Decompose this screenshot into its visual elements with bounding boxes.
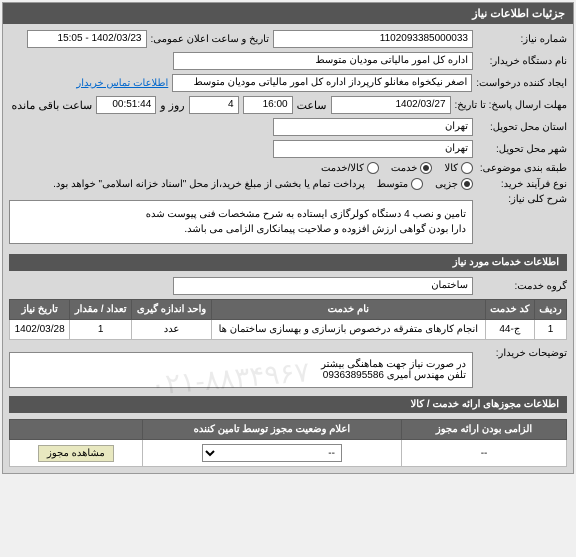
panel-title: جزئیات اطلاعات نیاز [3,3,573,24]
city-value: تهران [273,140,473,158]
row-process-type: نوع فرآیند خرید: جزیی متوسط پرداخت تمام ی… [9,178,567,190]
radio-item[interactable]: خدمت [391,162,433,174]
deadline-time: 16:00 [243,96,293,114]
row-province: استان محل تحویل: تهران [9,118,567,136]
table-header-cell: تاریخ نیاز [10,300,70,320]
table-header-cell: تعداد / مقدار [70,300,132,320]
row-summary: شرح کلی نیاز: تامین و نصب 4 دستگاه کولرگ… [9,194,567,250]
process-type-label: نوع فرآیند خرید: [477,179,567,190]
deadline-date: 1402/03/27 [331,96,451,114]
row-subject-type: طبقه بندی موضوعی: کالا خدمت کالا/خدمت [9,162,567,174]
radio-label: کالا/خدمت [321,163,364,174]
row-buyer-notes: توضیحات خریدار: در صورت نیاز جهت هماهنگی… [9,348,567,392]
province-label: استان محل تحویل: [477,122,567,133]
table-cell: 1 [534,320,566,340]
service-group-label: گروه خدمت: [477,281,567,292]
radio-icon[interactable] [411,178,423,190]
city-label: شهر محل تحویل: [477,144,567,155]
radio-label: کالا [444,163,458,174]
radio-item[interactable]: متوسط [377,178,423,190]
creator-value: اصغر نیکخواه مغانلو کارپرداز اداره کل ام… [172,74,472,92]
province-value: تهران [273,118,473,136]
table-header-cell: الزامی بودن ارائه مجوز [402,420,567,440]
creator-label: ایجاد کننده درخواست: [476,78,567,89]
buyer-label: نام دستگاه خریدار: [477,56,567,67]
permits-table: الزامی بودن ارائه مجوزاعلام وضعیت مجوز ت… [9,419,567,467]
need-no-value: 1102093385000033 [273,30,473,48]
table-header-cell: کد خدمت [485,300,534,320]
main-panel: جزئیات اطلاعات نیاز شماره نیاز: 11020933… [2,2,574,474]
subject-type-group: کالا خدمت کالا/خدمت [321,162,473,174]
days-label: روز و [160,99,184,112]
radio-label: خدمت [391,163,418,174]
radio-label: جزیی [435,179,458,190]
radio-icon[interactable] [367,162,379,174]
permit-action-cell: مشاهده مجوز [10,440,143,467]
remaining-label: ساعت باقی مانده [12,99,93,112]
table-header-cell [10,420,143,440]
services-table: ردیفکد خدمتنام خدمتواحد اندازه گیریتعداد… [9,299,567,340]
permit-status-select[interactable]: -- [202,444,342,462]
row-city: شهر محل تحویل: تهران [9,140,567,158]
service-group-value: ساختمان [173,277,473,295]
radio-item[interactable]: کالا [444,162,473,174]
remaining-time: 00:51:44 [96,96,156,114]
row-deadline: مهلت ارسال پاسخ: تا تاریخ: 1402/03/27 سا… [9,96,567,114]
summary-text: تامین و نصب 4 دستگاه کولرگازی ایستاده به… [9,200,473,244]
table-head: الزامی بودن ارائه مجوزاعلام وضعیت مجوز ت… [10,420,567,440]
table-header-cell: اعلام وضعیت مجوز توسط تامین کننده [142,420,401,440]
radio-icon[interactable] [461,178,473,190]
contact-link[interactable]: اطلاعات تماس خریدار [76,78,168,89]
radio-item[interactable]: جزیی [435,178,473,190]
table-head: ردیفکد خدمتنام خدمتواحد اندازه گیریتعداد… [10,300,567,320]
process-type-group: جزیی متوسط [377,178,473,190]
time-label-1: ساعت [297,99,327,112]
view-permit-button[interactable]: مشاهده مجوز [38,445,114,462]
need-no-label: شماره نیاز: [477,34,567,45]
permits-header: اطلاعات مجوزهای ارائه خدمت / کالا [9,396,567,413]
buyer-notes-text: در صورت نیاز جهت هماهنگی بیشتر تلفن مهند… [9,352,473,388]
table-cell: انجام کارهای متفرقه درخصوص بازسازی و بهس… [212,320,486,340]
table-header-cell: نام خدمت [212,300,486,320]
radio-icon[interactable] [420,162,432,174]
table-cell: ج-44 [485,320,534,340]
table-cell: 1402/03/28 [10,320,70,340]
row-buyer: نام دستگاه خریدار: اداره کل امور مالیاتی… [9,52,567,70]
services-header: اطلاعات خدمات مورد نیاز [9,254,567,271]
buyer-value: اداره کل امور مالیاتی مودیان متوسط [173,52,473,70]
summary-label: شرح کلی نیاز: [477,194,567,205]
table-cell: 1 [70,320,132,340]
datetime-value: 1402/03/23 - 15:05 [27,30,147,48]
table-row: 1ج-44انجام کارهای متفرقه درخصوص بازسازی … [10,320,567,340]
radio-item[interactable]: کالا/خدمت [321,162,379,174]
table-cell: عدد [132,320,212,340]
payment-note: پرداخت تمام یا بخشی از مبلغ خرید،از محل … [53,179,365,190]
deadline-label: مهلت ارسال پاسخ: تا تاریخ: [455,100,567,111]
panel-body: شماره نیاز: 1102093385000033 تاریخ و ساع… [3,24,573,473]
datetime-label: تاریخ و ساعت اعلان عمومی: [151,34,270,45]
permit-mandatory: -- [402,440,567,467]
table-header-cell: واحد اندازه گیری [132,300,212,320]
deadline-days: 4 [189,96,239,114]
radio-label: متوسط [377,179,408,190]
row-need-no: شماره نیاز: 1102093385000033 تاریخ و ساع… [9,30,567,48]
table-header-cell: ردیف [534,300,566,320]
buyer-notes-label: توضیحات خریدار: [477,348,567,359]
table-row: -- -- مشاهده مجوز [10,440,567,467]
subject-type-label: طبقه بندی موضوعی: [477,163,567,174]
permit-status-cell: -- [142,440,401,467]
row-creator: ایجاد کننده درخواست: اصغر نیکخواه مغانلو… [9,74,567,92]
radio-icon[interactable] [461,162,473,174]
row-service-group: گروه خدمت: ساختمان [9,277,567,295]
